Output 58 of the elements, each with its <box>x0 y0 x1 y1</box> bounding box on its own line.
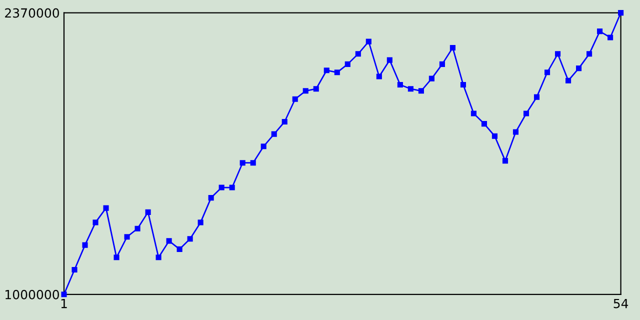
point <box>355 51 361 57</box>
point <box>187 236 193 242</box>
point <box>145 209 151 215</box>
x-tick-label: 54 <box>614 298 628 308</box>
point <box>618 10 624 16</box>
point <box>586 51 592 57</box>
point <box>344 61 350 67</box>
point <box>313 86 319 92</box>
point <box>282 118 288 125</box>
point <box>523 110 530 116</box>
point <box>481 121 488 127</box>
point <box>260 144 266 150</box>
y-tick-label: 2370000 <box>5 8 59 18</box>
point <box>92 220 98 226</box>
point <box>544 70 550 76</box>
point <box>428 76 434 82</box>
point <box>597 28 603 34</box>
point <box>324 68 330 74</box>
point <box>61 292 67 298</box>
point <box>208 195 214 201</box>
x-tick-label: 1 <box>61 298 67 308</box>
point <box>386 57 392 63</box>
point <box>576 66 582 72</box>
point <box>397 82 403 88</box>
point <box>470 110 476 116</box>
point <box>460 82 466 88</box>
point <box>608 34 614 40</box>
y-tick-label: 1000000 <box>6 290 59 300</box>
point <box>512 129 519 135</box>
point <box>502 158 508 164</box>
point <box>534 94 540 100</box>
point <box>156 254 162 260</box>
point <box>565 78 572 84</box>
point <box>366 38 372 44</box>
point <box>103 205 109 211</box>
point <box>492 133 498 139</box>
point <box>82 242 88 248</box>
point <box>166 238 172 244</box>
point <box>229 184 235 190</box>
point <box>198 220 204 226</box>
point <box>176 246 182 252</box>
point <box>114 254 120 260</box>
point <box>408 86 414 92</box>
point <box>439 61 445 67</box>
point <box>418 88 424 94</box>
point <box>376 74 382 80</box>
point <box>292 96 298 102</box>
point <box>218 184 224 190</box>
point <box>250 160 256 166</box>
point <box>134 226 140 232</box>
point <box>450 44 456 51</box>
point <box>72 266 78 273</box>
point <box>271 131 277 137</box>
point <box>334 70 340 76</box>
point <box>240 160 246 166</box>
point <box>554 51 561 57</box>
point <box>302 88 308 94</box>
point <box>124 234 130 240</box>
